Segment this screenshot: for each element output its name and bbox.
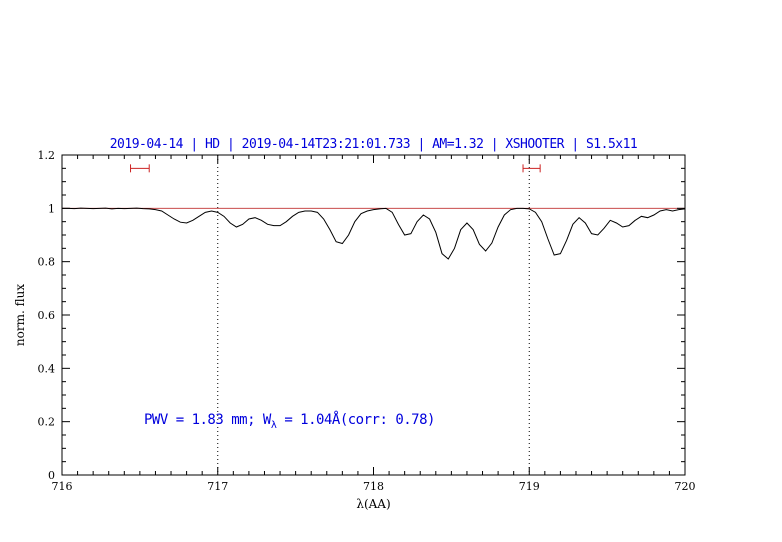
y-tick-label: 0.4 [38, 362, 56, 375]
y-tick-label: 0.8 [38, 256, 56, 269]
y-tick-label: 1 [48, 202, 55, 215]
y-tick-label: 0 [48, 469, 55, 482]
y-axis-label: norm. flux [13, 283, 27, 347]
y-tick-label: 1.2 [38, 149, 56, 162]
x-tick-label: 720 [675, 480, 696, 493]
x-tick-label: 717 [207, 480, 228, 493]
x-tick-label: 716 [52, 480, 73, 493]
plot-title: 2019-04-14 | HD | 2019-04-14T23:21:01.73… [109, 137, 638, 152]
y-tick-label: 0.2 [38, 416, 56, 429]
pwv-annotation-sub: λ [270, 419, 277, 431]
x-tick-label: 718 [363, 480, 384, 493]
x-tick-label: 719 [519, 480, 540, 493]
x-axis-label: λ(AA) [356, 497, 391, 511]
pwv-annotation: PWV = 1.83 mm; Wλ = 1.04Å(corr: 0.78) [144, 412, 435, 431]
pwv-annotation-text: PWV = 1.83 mm; W [144, 412, 271, 428]
telluric-spectrum-line [62, 207, 686, 260]
pwv-annotation-rest: = 1.04Å(corr: 0.78) [276, 412, 435, 428]
y-tick-label: 0.6 [38, 309, 56, 322]
